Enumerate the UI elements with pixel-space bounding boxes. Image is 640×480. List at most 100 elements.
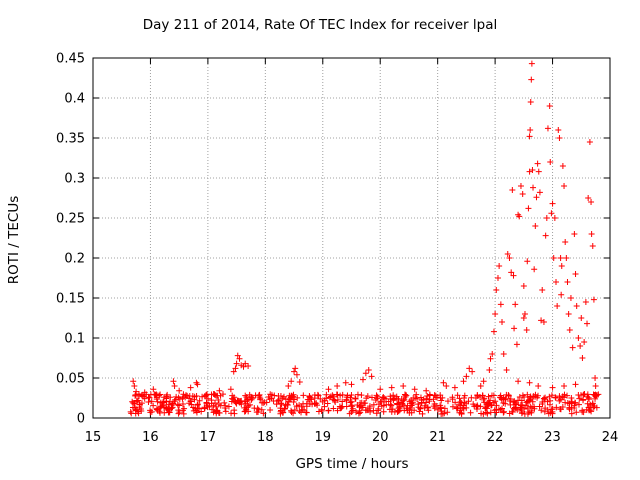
data-point [261, 399, 268, 406]
data-point [304, 396, 311, 403]
data-point [338, 404, 345, 411]
data-point [349, 405, 356, 412]
data-point [132, 410, 139, 417]
data-point [132, 391, 139, 398]
data-point [449, 403, 456, 410]
data-point [343, 397, 350, 404]
data-point [463, 373, 470, 380]
data-point [413, 391, 420, 398]
data-point [546, 393, 553, 400]
data-point [365, 367, 372, 373]
data-point [579, 407, 586, 414]
data-point [204, 395, 211, 402]
data-point [318, 407, 325, 414]
data-point [535, 383, 542, 389]
data-point [584, 393, 591, 400]
data-point [385, 398, 392, 405]
data-point [131, 383, 138, 389]
data-point [512, 301, 519, 308]
data-point [409, 401, 416, 408]
data-point [520, 315, 527, 321]
data-point [432, 392, 439, 399]
data-point [355, 410, 362, 417]
data-point [300, 392, 307, 399]
data-point [527, 394, 534, 401]
data-point [526, 379, 533, 386]
data-point [138, 392, 145, 399]
data-point [507, 396, 514, 403]
data-point [364, 393, 371, 400]
data-point [479, 392, 486, 399]
data-point [571, 231, 578, 237]
data-point [278, 401, 285, 408]
data-point [493, 402, 500, 409]
data-point [246, 401, 253, 408]
data-point [395, 405, 402, 412]
plot-frame [92, 57, 611, 419]
data-point [500, 351, 507, 357]
data-point [234, 352, 241, 359]
data-point [515, 378, 522, 385]
data-point [460, 405, 467, 412]
data-point [525, 205, 532, 212]
data-point [334, 407, 341, 414]
data-point [148, 408, 155, 415]
data-point [150, 386, 157, 393]
data-point [359, 376, 366, 383]
data-point [380, 408, 387, 415]
data-point [489, 351, 496, 357]
data-point [519, 392, 526, 399]
data-point [311, 400, 318, 407]
data-point [245, 408, 252, 415]
data-point [196, 397, 203, 404]
data-point [389, 406, 396, 413]
data-point [221, 399, 228, 406]
data-point [490, 328, 497, 335]
data-point [154, 407, 161, 414]
data-point [303, 403, 310, 410]
data-point [509, 409, 516, 416]
data-point [415, 401, 422, 408]
data-point [231, 407, 238, 414]
data-point [290, 399, 297, 406]
data-point [411, 386, 418, 393]
data-point [577, 392, 584, 399]
data-point [150, 402, 157, 409]
data-point [528, 76, 535, 83]
data-point [199, 393, 206, 400]
data-point [204, 404, 211, 411]
data-point [579, 355, 586, 361]
data-point [368, 394, 375, 401]
data-point [517, 183, 524, 189]
data-point [334, 383, 341, 389]
x-tick-label: 16 [142, 430, 159, 445]
data-point [566, 327, 573, 333]
data-point [573, 303, 580, 309]
data-point [193, 393, 200, 400]
data-point [561, 383, 568, 389]
data-point [474, 406, 481, 413]
data-point [452, 399, 459, 406]
data-point [293, 371, 300, 378]
data-point [280, 409, 287, 416]
data-point [492, 311, 499, 317]
data-point [527, 99, 534, 105]
data-point [467, 409, 474, 416]
data-point [585, 394, 592, 401]
data-point [179, 401, 186, 408]
data-point [585, 195, 592, 201]
data-point [586, 139, 593, 145]
data-point [402, 392, 409, 399]
data-point [248, 393, 255, 400]
data-point [497, 301, 504, 308]
data-point [423, 387, 430, 394]
data-point [556, 393, 563, 400]
data-point [333, 391, 340, 398]
data-point [510, 399, 517, 406]
data-point [548, 392, 555, 399]
data-point [240, 363, 247, 370]
data-point [165, 405, 172, 412]
data-point [230, 368, 237, 375]
data-point [511, 398, 518, 405]
data-point [169, 401, 176, 408]
